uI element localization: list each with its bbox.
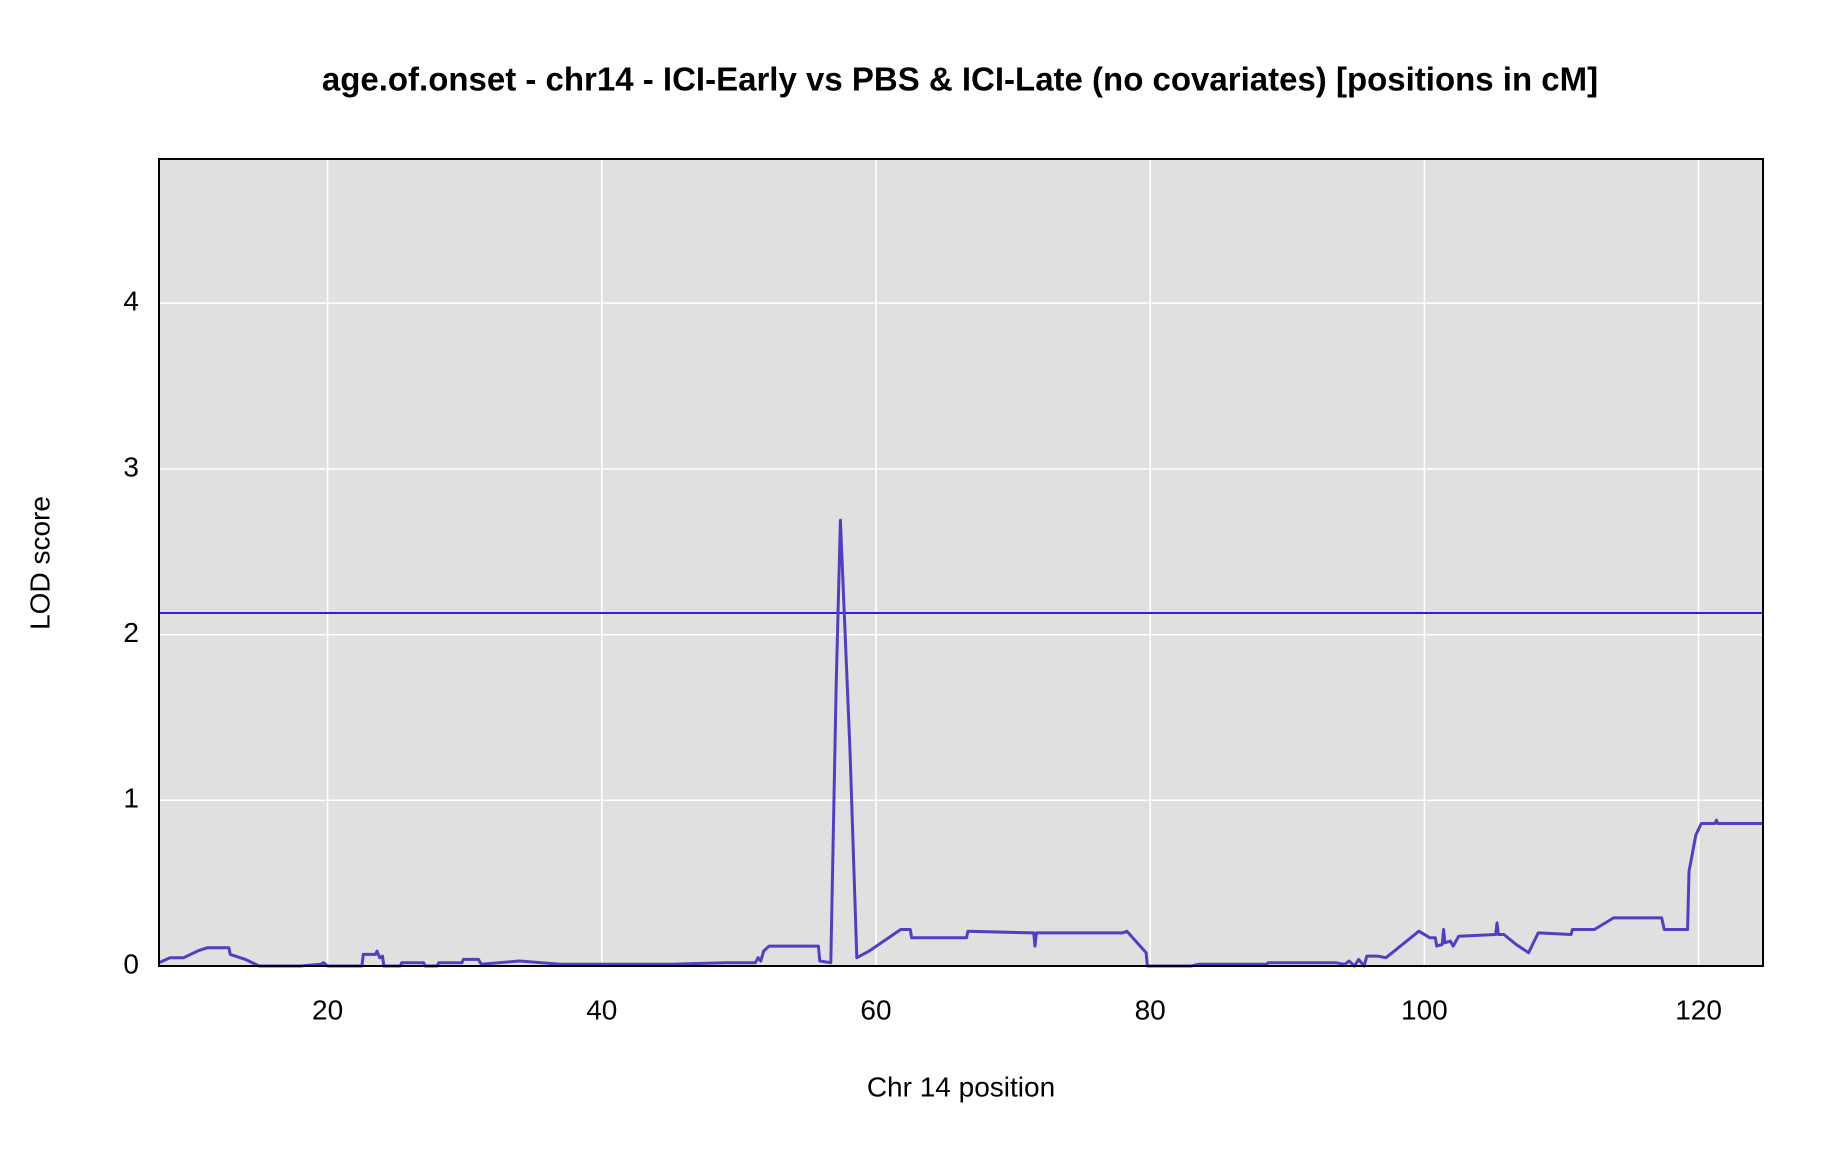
chart-title: age.of.onset - chr14 - ICI-Early vs PBS … — [322, 61, 1598, 98]
y-tick-label: 0 — [123, 948, 139, 979]
y-tick-label: 1 — [123, 783, 139, 814]
y-tick-label: 3 — [123, 451, 139, 482]
x-axis-label: Chr 14 position — [867, 1071, 1055, 1102]
plot-background — [159, 159, 1763, 966]
x-tick-label: 40 — [586, 994, 617, 1025]
x-tick-label: 100 — [1401, 994, 1448, 1025]
lod-line — [158, 518, 1763, 968]
x-tick-label: 60 — [860, 994, 891, 1025]
x-tick-label: 20 — [312, 994, 343, 1025]
x-tick-label: 120 — [1675, 994, 1722, 1025]
y-axis-label: LOD score — [24, 496, 55, 630]
y-tick-label: 2 — [123, 617, 139, 648]
x-tick-label: 80 — [1135, 994, 1166, 1025]
plot-frame — [158, 158, 1764, 967]
y-tick-label: 4 — [123, 286, 139, 317]
